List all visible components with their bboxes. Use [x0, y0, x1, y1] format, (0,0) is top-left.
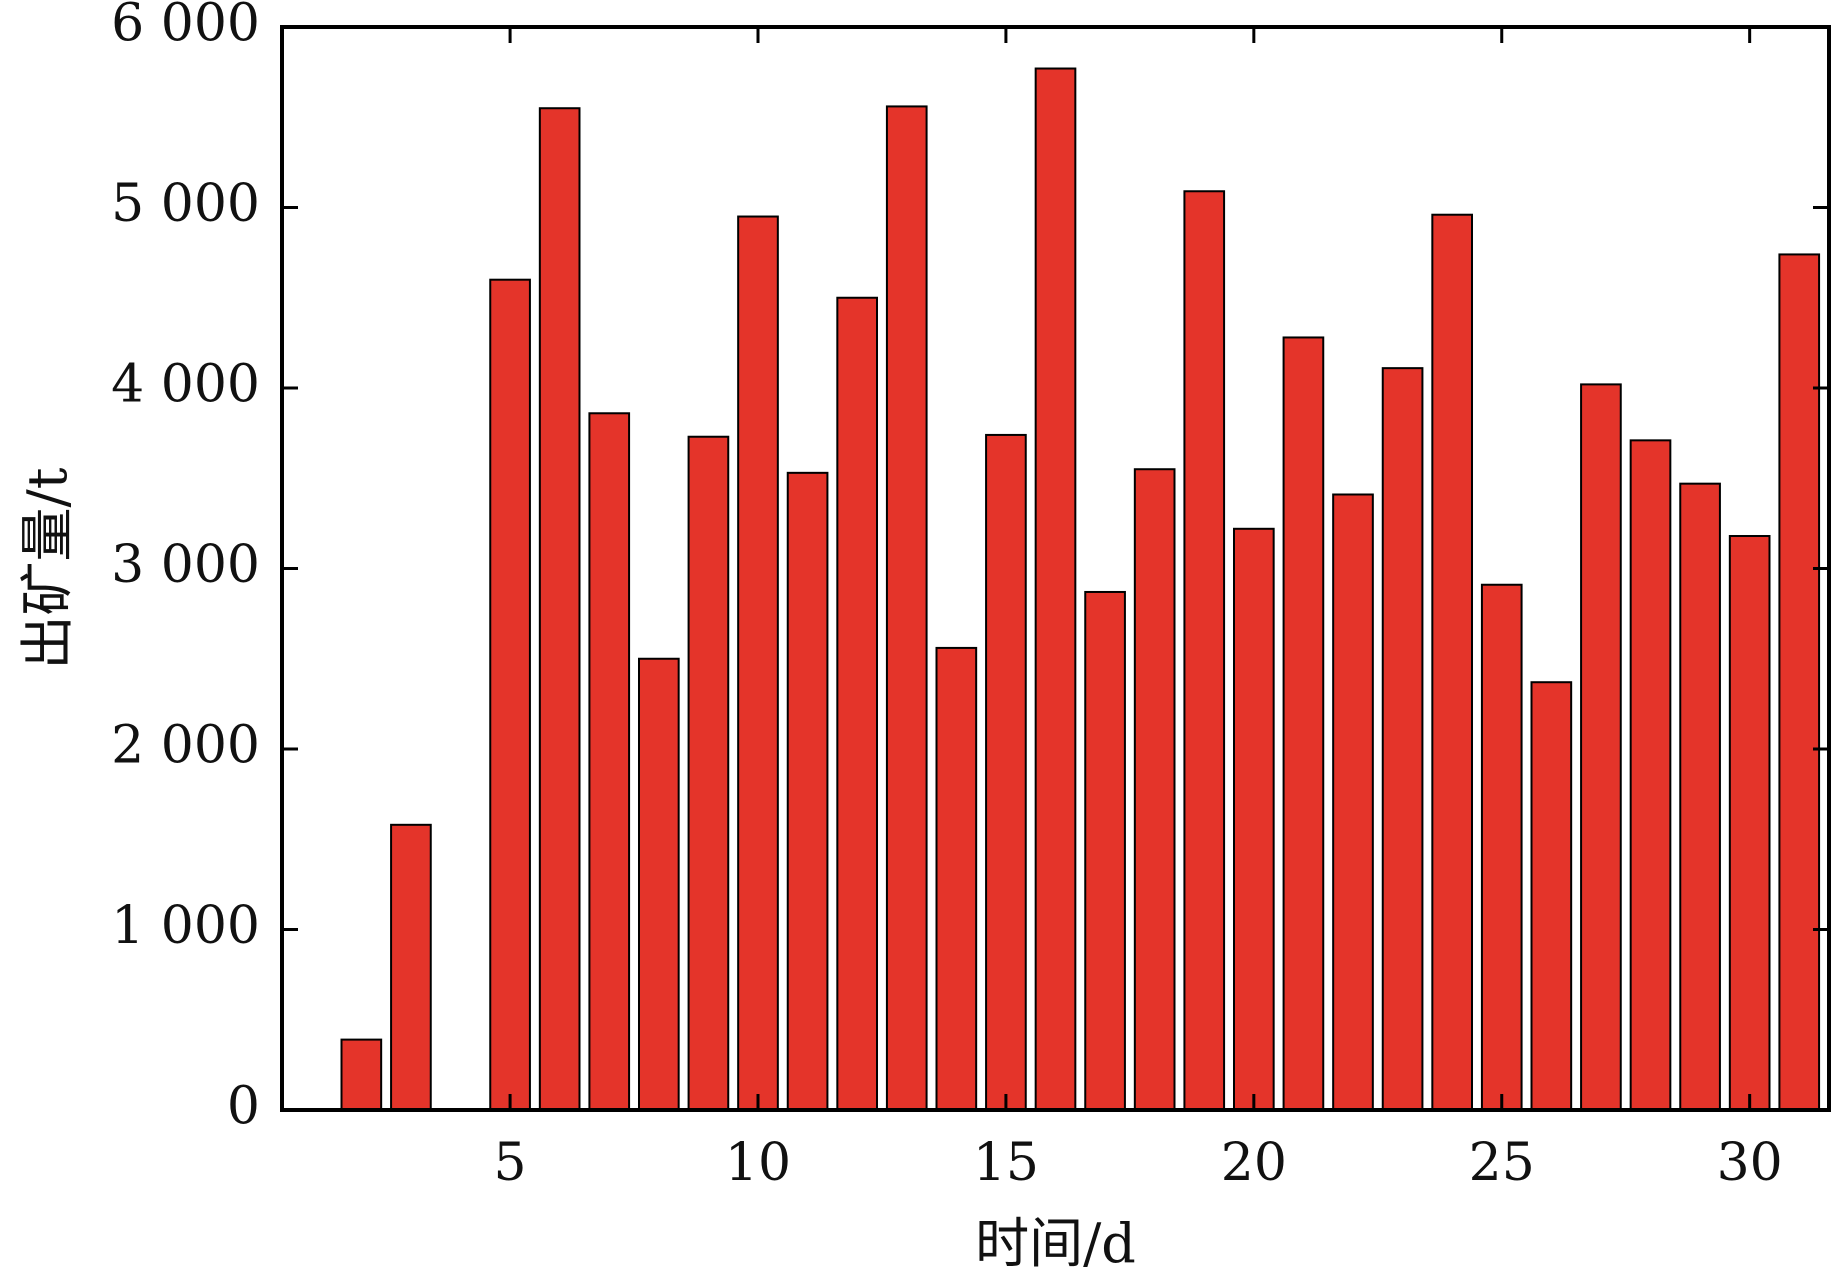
x-tick-label-5: 5	[494, 1133, 527, 1193]
x-tick-label-25: 25	[1469, 1133, 1535, 1193]
bar-day-7	[588, 412, 631, 1111]
bar-day-9	[687, 435, 730, 1111]
bar-day-28	[1629, 439, 1672, 1112]
bar-day-29	[1679, 482, 1721, 1112]
x-tick-label-10: 10	[725, 1133, 791, 1193]
x-tick-label-30: 30	[1717, 1133, 1783, 1193]
bar-day-13	[885, 105, 928, 1112]
bar-day-2	[340, 1038, 383, 1111]
bar-day-15	[985, 433, 1027, 1111]
y-tick-label-4000: 4 000	[111, 355, 260, 415]
bar-day-20	[1233, 527, 1275, 1111]
y-axis-title: 出矿量/t	[16, 467, 79, 669]
bar-day-6	[538, 107, 581, 1112]
bar-day-19	[1183, 190, 1226, 1111]
y-tick-label-3000: 3 000	[111, 535, 260, 595]
ticks-group	[282, 25, 1829, 1112]
bar-day-24	[1431, 213, 1474, 1112]
bars-group	[340, 67, 1821, 1112]
x-tick-label-20: 20	[1221, 1133, 1287, 1193]
x-tick-label-15: 15	[973, 1133, 1039, 1193]
y-tick-label-5000: 5 000	[111, 174, 260, 234]
bar-day-30	[1728, 535, 1771, 1111]
y-tick-label-1000: 1 000	[111, 896, 260, 956]
bar-day-14	[935, 646, 978, 1111]
bar-day-27	[1580, 383, 1622, 1111]
bar-day-17	[1084, 590, 1126, 1111]
bar-day-16	[1034, 67, 1077, 1111]
x-axis-title: 时间/d	[975, 1212, 1136, 1275]
y-tick-label-0: 0	[227, 1077, 260, 1137]
bar-day-22	[1332, 493, 1374, 1111]
bar-day-11	[786, 471, 829, 1111]
bar-day-23	[1381, 367, 1424, 1111]
bar-day-21	[1282, 336, 1325, 1111]
bar-day-5	[489, 278, 531, 1111]
bar-day-18	[1133, 468, 1176, 1112]
bar-day-25	[1480, 583, 1523, 1111]
bar-day-3	[390, 823, 432, 1111]
bar-day-31	[1778, 253, 1821, 1111]
bar-day-12	[836, 296, 878, 1111]
bar-day-10	[737, 215, 779, 1111]
y-tick-label-2000: 2 000	[111, 716, 260, 776]
bar-day-8	[638, 657, 680, 1111]
y-tick-label-6000: 6 000	[111, 0, 260, 54]
bar-day-26	[1530, 681, 1573, 1112]
tick-labels-group: 0 1 000 2 000 3 000 4 000 5 000 6 000 5 10 15 20 25…	[111, 0, 1783, 1193]
